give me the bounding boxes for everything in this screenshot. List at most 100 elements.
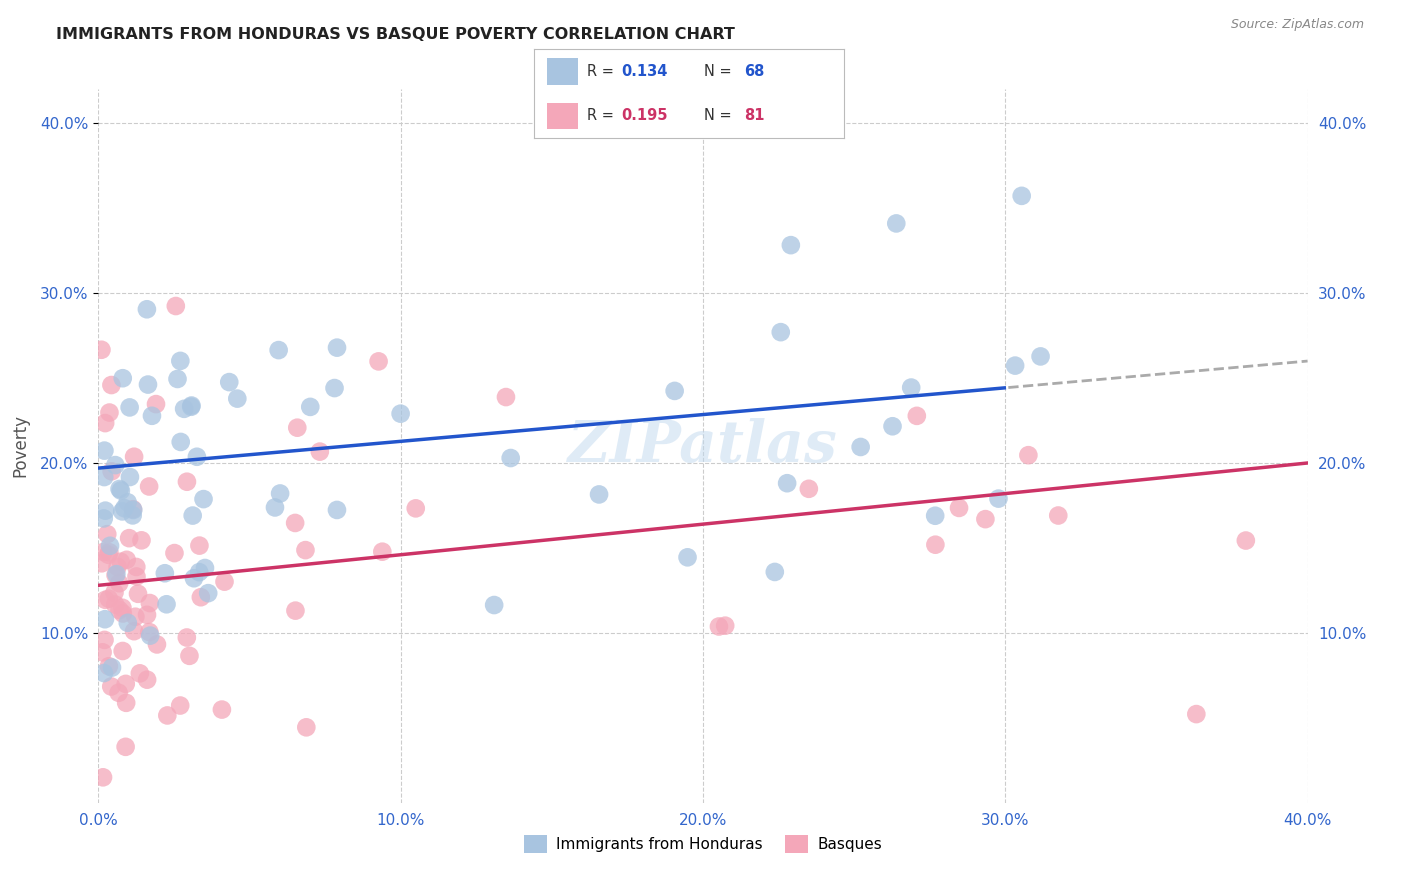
Point xyxy=(676,550,699,565)
Point xyxy=(111,600,134,615)
Point xyxy=(93,443,115,458)
Bar xyxy=(547,58,578,85)
Point xyxy=(121,508,143,523)
Point xyxy=(284,516,307,530)
Legend: Immigrants from Honduras, Basques: Immigrants from Honduras, Basques xyxy=(517,829,889,859)
Point xyxy=(117,615,139,630)
Point xyxy=(924,538,946,552)
Point xyxy=(136,673,159,687)
Point xyxy=(108,576,131,591)
Text: N =: N = xyxy=(704,64,737,78)
Point xyxy=(1047,508,1070,523)
Point xyxy=(769,325,792,339)
Point xyxy=(111,371,134,385)
Text: IMMIGRANTS FROM HONDURAS VS BASQUE POVERTY CORRELATION CHART: IMMIGRANTS FROM HONDURAS VS BASQUE POVER… xyxy=(56,27,735,42)
Point xyxy=(93,632,115,647)
Point xyxy=(226,392,249,406)
Point xyxy=(94,612,117,626)
Point xyxy=(122,450,145,464)
Point xyxy=(170,434,193,449)
Point xyxy=(124,609,146,624)
Point xyxy=(139,629,162,643)
Point xyxy=(97,548,120,562)
Point xyxy=(94,416,117,430)
Point xyxy=(91,770,114,784)
Point xyxy=(173,401,195,416)
Point xyxy=(98,405,121,419)
Point xyxy=(96,527,118,541)
Point xyxy=(884,216,907,230)
Point xyxy=(295,720,318,734)
Point xyxy=(114,677,136,691)
Point xyxy=(326,341,349,355)
Point xyxy=(128,666,150,681)
Point xyxy=(114,739,136,754)
Point xyxy=(107,560,129,574)
Point xyxy=(156,708,179,723)
Y-axis label: Poverty: Poverty xyxy=(11,415,30,477)
Point xyxy=(1234,533,1257,548)
Point xyxy=(389,407,412,421)
Point xyxy=(122,502,145,516)
Point xyxy=(90,556,112,570)
Point xyxy=(197,586,219,600)
Point xyxy=(166,372,188,386)
Point xyxy=(101,660,124,674)
Point xyxy=(218,375,240,389)
Point xyxy=(103,585,125,599)
Point xyxy=(115,696,138,710)
Point xyxy=(110,555,132,569)
Point xyxy=(136,377,159,392)
Point xyxy=(326,503,349,517)
Point xyxy=(139,596,162,610)
Point xyxy=(107,686,129,700)
Point xyxy=(299,400,322,414)
Point xyxy=(104,598,127,612)
Point xyxy=(176,631,198,645)
Point xyxy=(108,482,131,496)
Point xyxy=(90,343,112,357)
Point xyxy=(763,565,786,579)
Point xyxy=(155,597,177,611)
Text: R =: R = xyxy=(586,64,619,78)
Point xyxy=(93,666,115,681)
Bar xyxy=(547,103,578,129)
Point xyxy=(285,420,308,434)
Point xyxy=(122,624,145,639)
Point xyxy=(367,354,389,368)
Point xyxy=(371,544,394,558)
Point xyxy=(707,619,730,633)
Point xyxy=(125,560,148,574)
Point xyxy=(135,302,157,317)
Text: 0.195: 0.195 xyxy=(621,109,668,123)
Point xyxy=(110,483,132,498)
Point xyxy=(108,603,131,617)
Point xyxy=(1029,350,1052,364)
Point xyxy=(111,607,134,621)
Point xyxy=(179,648,201,663)
Point xyxy=(104,568,127,582)
Point xyxy=(264,500,287,515)
Point xyxy=(849,440,872,454)
Point xyxy=(111,504,134,518)
Point xyxy=(97,591,120,606)
Point xyxy=(323,381,346,395)
Point xyxy=(180,399,202,413)
Point xyxy=(193,492,215,507)
Point xyxy=(714,618,737,632)
Point xyxy=(482,598,505,612)
Point xyxy=(145,397,167,411)
Point xyxy=(180,400,202,414)
Point xyxy=(100,680,122,694)
Point xyxy=(779,238,801,252)
Text: R =: R = xyxy=(586,109,619,123)
Point xyxy=(987,491,1010,506)
Text: Source: ZipAtlas.com: Source: ZipAtlas.com xyxy=(1230,18,1364,31)
Text: 81: 81 xyxy=(745,109,765,123)
Point xyxy=(127,587,149,601)
Point xyxy=(104,458,127,472)
Point xyxy=(882,419,904,434)
Point xyxy=(900,380,922,394)
Point xyxy=(499,450,522,465)
Point xyxy=(146,637,169,651)
